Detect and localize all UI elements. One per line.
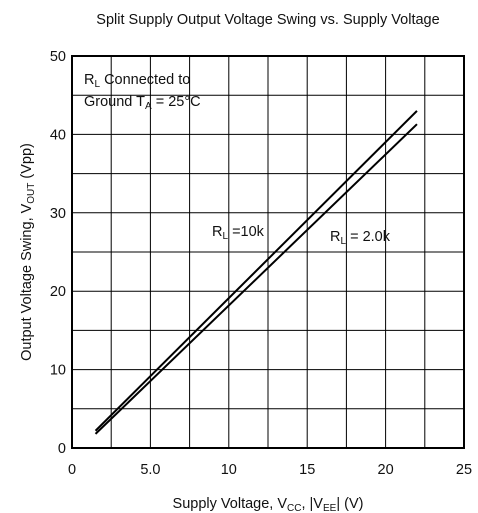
series-group [94,110,418,435]
y-axis-ticks: 0 10 20 30 40 50 [50,49,66,457]
annotation-box-line1: RL Connected to [84,72,190,90]
x-tick-label: 10 [221,462,237,478]
y-axis-label: Output Voltage Swing, VOUT (Vpp) [19,143,37,361]
series-label-2k: RL = 2.0k [330,229,391,247]
x-axis-ticks: 0 5.0 10 15 20 25 [68,462,472,478]
annotation-box-line2: Ground TA = 25°C [84,94,201,112]
x-tick-label: 15 [299,462,315,478]
chart-title: Split Supply Output Voltage Swing vs. Su… [96,12,439,28]
grid [72,56,464,448]
series-label-10k: RL =10k [212,224,265,242]
x-axis-label: Supply Voltage, VCC, |VEE| (V) [173,496,364,513]
plot-frame [71,55,465,449]
x-tick-label: 25 [456,462,472,478]
series-line-10k [94,110,418,432]
y-tick-label: 40 [50,127,66,143]
y-tick-label: 30 [50,206,66,222]
y-tick-label: 50 [50,49,66,65]
y-tick-label: 10 [50,363,66,379]
y-tick-label: 0 [58,441,66,457]
x-tick-label: 5.0 [140,462,160,478]
x-tick-label: 20 [378,462,394,478]
series-line-2k [94,123,418,435]
x-tick-label: 0 [68,462,76,478]
y-tick-label: 20 [50,284,66,300]
